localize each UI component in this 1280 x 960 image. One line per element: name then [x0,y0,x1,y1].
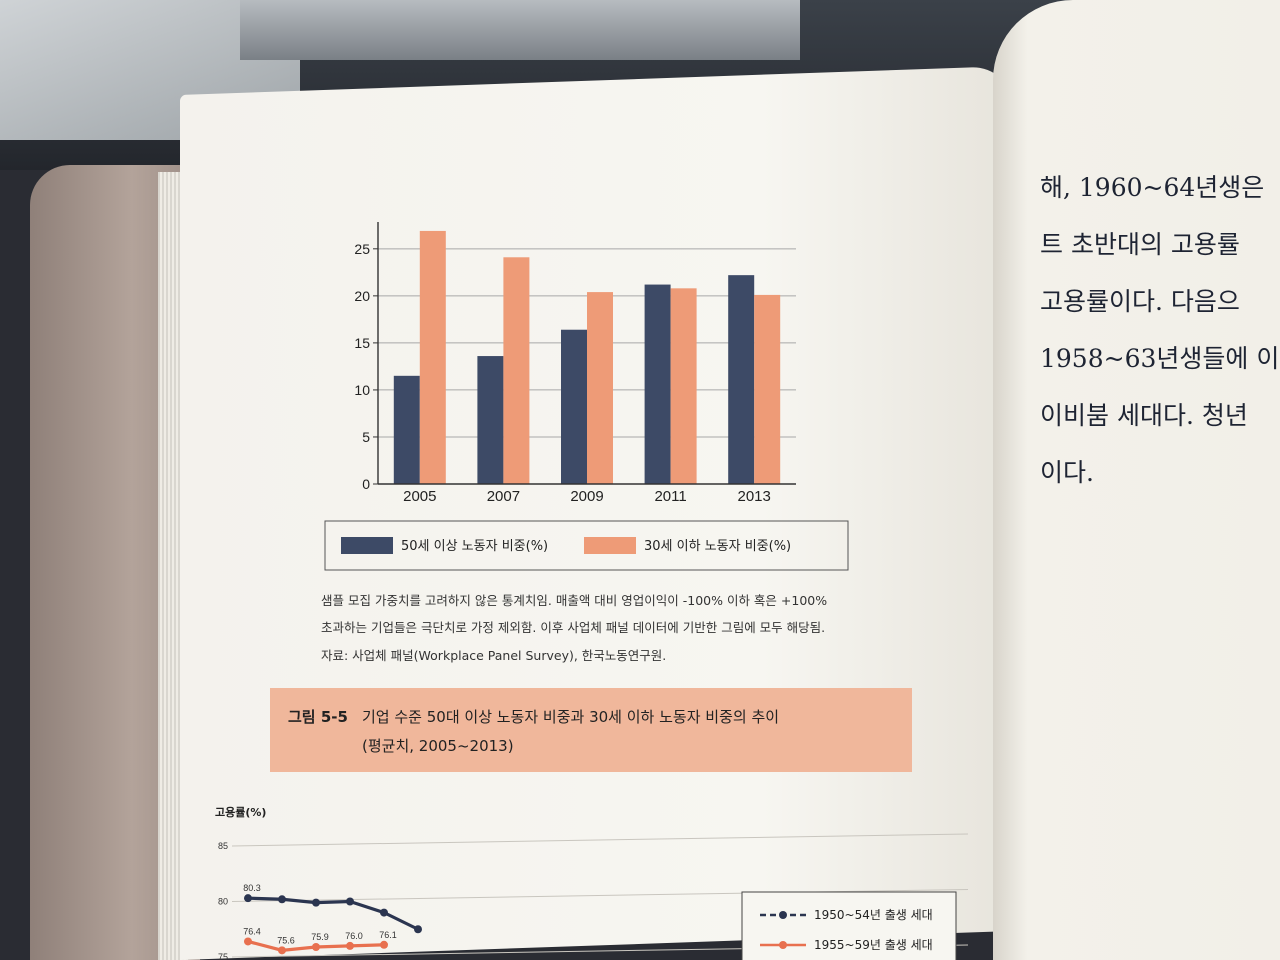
xtick-label-2009: 2009 [570,488,603,505]
line-legend-marker-0 [779,911,787,919]
legend-swatch-0 [341,537,393,554]
line-label-1-1: 75.6 [277,935,295,945]
source-line: 자료: 사업체 패널(Workplace Panel Survey), 한국노동… [321,648,667,663]
bar-age50plus-2011 [644,284,671,484]
line-point-0-0 [244,894,252,903]
line-label-0-0: 80.3 [243,883,261,893]
bar-age50plus-2005 [393,375,420,484]
bar-age30under-2007 [503,257,530,484]
bar-chart-axes [377,222,796,485]
line-chart-marks: 80.3 76.4 75.6 75.9 76.0 76.1 [243,883,422,955]
note-line-2: 초과하는 기업들은 극단치로 가정 제외함. 이후 사업체 패널 데이터에 기반… [321,620,826,635]
legend-box [324,520,849,571]
legend-label-0: 50세 이상 노동자 비중(%) [401,539,548,554]
right-page-line-4: 1958~63년생들에 이 [1040,344,1280,373]
line-point-0-4 [380,908,388,917]
line-chart-legend: 1950~54년 출생 세대 1955~59년 출생 세대 [741,891,957,960]
xtick-label-2013: 2013 [738,488,771,505]
right-page-line-1: 해, 1960~64년생은 [1040,173,1265,202]
bar-chart-legend: 50세 이상 노동자 비중(%) 30세 이하 노동자 비중(%) [324,520,849,571]
right-page-line-3: 고용률이다. 다음으 [1040,287,1240,316]
line-ytick-1: 80 [218,897,228,907]
line-label-1-3: 76.0 [345,931,363,941]
bar-age50plus-2007 [477,356,504,484]
bar-age50plus-2013 [728,275,755,484]
figure-number: 그림 5-5 [288,708,348,726]
bar-age30under-2005 [419,230,446,484]
ytick-label-1: 5 [362,429,370,445]
line-ytick-2: 85 [218,841,228,851]
ytick-label-2: 10 [354,382,370,398]
line-point-1-1 [278,946,286,955]
line-chart-ylabel: 고용률(%) [215,806,267,819]
line-point-0-2 [312,898,320,907]
line-gridline-2 [231,833,969,847]
line-point-1-0 [244,937,252,946]
line-series-0 [247,896,419,931]
line-point-0-1 [278,895,286,904]
ytick-label-0: 0 [362,476,370,492]
bar-chart-yticks: 0 5 10 15 20 25 [354,241,378,492]
bar-chart-marks [393,230,781,484]
line-legend-box [741,891,957,960]
line-ytick-0: 75 [218,952,228,960]
right-page-line-5: 이비붐 세대다. 청년 [1040,401,1248,430]
bar-age30under-2013 [754,294,781,484]
line-legend-label-1: 1955~59년 출생 세대 [814,938,933,952]
bar-age30under-2011 [670,288,697,484]
bar-age50plus-2009 [561,329,587,484]
right-page-line-2: 트 초반대의 고용률 [1040,230,1240,259]
line-label-1-4: 76.1 [379,930,397,940]
xtick-label-2007: 2007 [487,488,520,505]
figure-caption-box [270,688,912,772]
bar-chart-xticks: 2005 2007 2009 2011 2013 [403,488,771,505]
line-label-1-0: 76.4 [243,926,261,936]
right-page [993,0,1280,960]
ytick-label-4: 20 [354,288,370,304]
figure-title: 기업 수준 50대 이상 노동자 비중과 30세 이하 노동자 비중의 추이 [362,708,780,726]
line-point-1-3 [346,941,354,950]
line-point-1-2 [312,943,320,952]
line-point-0-3 [346,897,354,906]
line-legend-label-0: 1950~54년 출생 세대 [814,908,933,922]
ytick-label-3: 15 [354,335,370,351]
bar-age30under-2009 [587,292,613,484]
background-object-2 [240,0,800,60]
xtick-label-2011: 2011 [654,488,686,505]
line-point-1-4 [380,940,388,949]
legend-label-1: 30세 이하 노동자 비중(%) [644,539,791,554]
note-line-1: 샘플 모집 가중치를 고려하지 않은 통계치임. 매출액 대비 영업이익이 -1… [321,593,828,608]
right-page-line-6: 이다. [1040,458,1094,487]
line-label-1-2: 75.9 [311,932,329,942]
figure-subtitle: (평균치, 2005~2013) [362,737,514,755]
line-point-0-5 [414,925,422,934]
line-legend-marker-1 [779,941,787,949]
ytick-label-5: 25 [354,241,370,257]
legend-swatch-1 [584,537,636,554]
xtick-label-2005: 2005 [403,488,436,505]
